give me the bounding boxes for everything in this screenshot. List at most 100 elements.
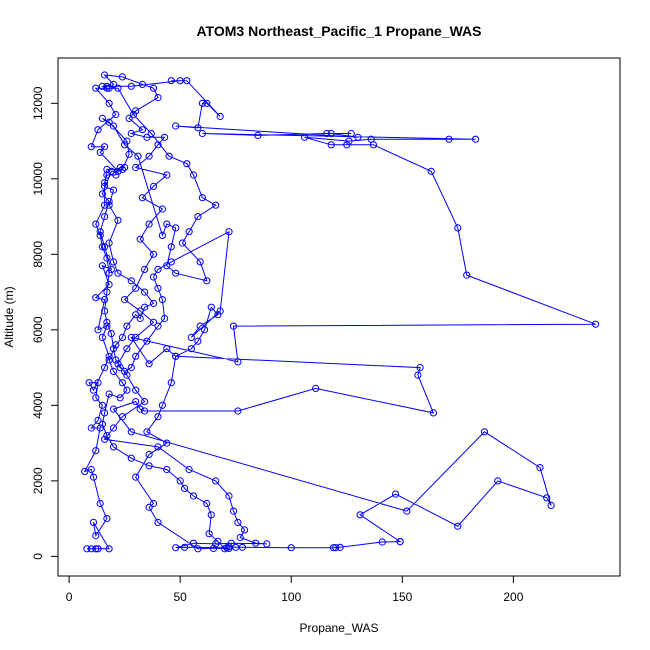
data-point: [238, 543, 246, 551]
data-point: [185, 465, 193, 474]
data-point: [354, 133, 362, 141]
data-point: [143, 428, 151, 436]
data-point: [132, 311, 140, 319]
data-point: [345, 137, 353, 145]
data-point: [114, 269, 122, 277]
data-point: [103, 318, 111, 326]
data-point: [92, 532, 100, 540]
data-point: [198, 129, 206, 138]
data-point: [254, 131, 262, 139]
data-point: [234, 358, 242, 366]
data-point: [105, 84, 113, 92]
data-point: [229, 322, 238, 330]
data-point: [347, 129, 355, 138]
data-point: [121, 163, 129, 172]
data-point: [172, 352, 180, 360]
data-point: [98, 333, 107, 341]
data-point: [241, 526, 249, 534]
data-point: [143, 337, 151, 345]
data-point: [81, 467, 89, 475]
y-axis-label: Altitude (m): [2, 286, 16, 347]
data-point: [592, 320, 600, 328]
data-point: [105, 118, 113, 126]
data-point: [103, 84, 111, 92]
data-point: [105, 201, 113, 209]
data-point: [96, 424, 104, 432]
data-point: [154, 265, 162, 273]
data-point: [105, 99, 113, 107]
data-point: [163, 262, 171, 270]
data-point: [212, 477, 220, 485]
data-point: [263, 540, 271, 548]
data-point: [87, 545, 95, 553]
data-point: [123, 322, 131, 330]
data-point: [132, 333, 140, 341]
data-point: [98, 82, 107, 90]
data-point: [123, 386, 131, 394]
data-point: [194, 545, 202, 553]
data-point: [414, 371, 422, 379]
data-point: [121, 296, 129, 304]
data-point: [236, 533, 244, 542]
data-point: [123, 345, 131, 353]
data-point: [101, 296, 109, 304]
data-point: [214, 311, 222, 319]
data-point: [109, 424, 118, 432]
data-point: [178, 239, 186, 247]
data-point: [127, 277, 135, 285]
y-tick-label: 12000: [31, 86, 45, 120]
data-point: [101, 213, 109, 221]
data-point: [87, 465, 95, 474]
data-point: [165, 152, 173, 160]
data-point: [187, 345, 195, 353]
data-point: [127, 82, 135, 90]
data-point: [194, 213, 202, 221]
data-point: [83, 545, 91, 553]
data-point: [121, 367, 129, 375]
data-point: [143, 133, 151, 141]
data-point: [89, 473, 98, 481]
chart-title: ATOM3 Northeast_Pacific_1 Propane_WAS: [196, 23, 481, 39]
data-point: [327, 129, 335, 138]
y-tick-label: 2000: [31, 467, 45, 494]
data-point: [105, 545, 113, 553]
data-point: [127, 454, 135, 462]
data-point: [158, 296, 166, 304]
data-point: [85, 379, 93, 387]
data-point: [118, 413, 127, 421]
data-point: [445, 135, 453, 143]
data-point: [163, 220, 171, 228]
data-point: [132, 386, 140, 394]
data-point: [92, 394, 100, 402]
data-point: [109, 443, 118, 451]
data-point: [141, 407, 149, 415]
data-point: [149, 84, 158, 92]
data-point: [138, 80, 146, 89]
data-point: [112, 171, 120, 179]
data-point: [167, 258, 175, 266]
data-point: [96, 228, 104, 236]
data-point: [132, 352, 140, 360]
data-point: [101, 182, 109, 190]
data-point: [225, 228, 233, 236]
data-point: [118, 379, 127, 387]
data-point: [196, 258, 204, 266]
data-point: [154, 94, 162, 102]
data-point: [118, 333, 127, 341]
data-point: [154, 443, 162, 451]
data-point: [101, 143, 109, 151]
data-point: [101, 243, 109, 251]
data-point: [149, 318, 158, 326]
data-point: [336, 543, 344, 551]
data-point: [141, 265, 149, 273]
y-tick-label: 4000: [31, 392, 45, 419]
data-point: [181, 484, 189, 492]
data-point: [101, 435, 109, 443]
data-point: [105, 280, 113, 289]
data-point: [547, 501, 555, 509]
data-point: [429, 409, 437, 417]
data-point: [101, 409, 109, 417]
data-point: [136, 405, 144, 413]
data-point: [112, 341, 120, 349]
data-point: [232, 543, 240, 551]
